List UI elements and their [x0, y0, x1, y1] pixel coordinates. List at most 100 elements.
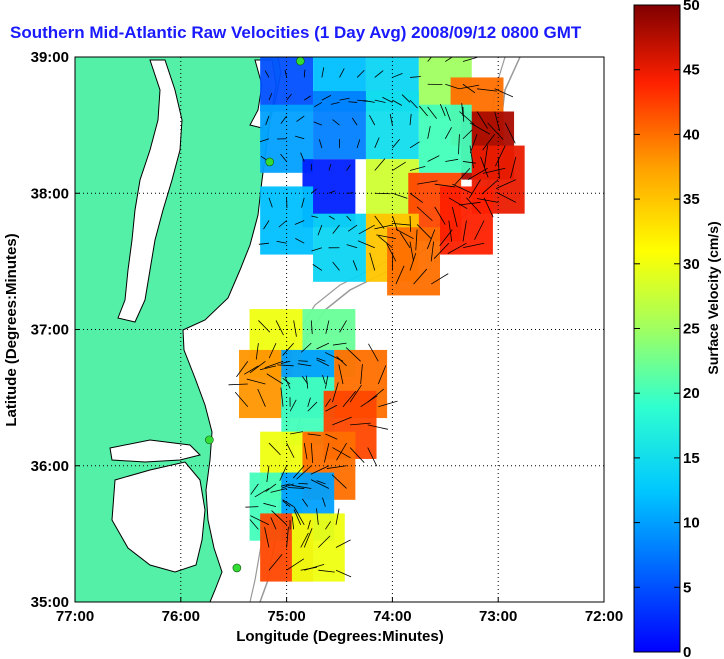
- velocity-arrow: [244, 365, 259, 375]
- velocity-arrow: [427, 57, 432, 62]
- velocity-arrow: [307, 520, 311, 530]
- velocity-arrow: [266, 465, 270, 483]
- colorbar-tick-label: 25: [683, 321, 700, 338]
- velocity-arrow: [310, 465, 330, 475]
- velocity-arrow: [459, 84, 480, 90]
- velocity-arrow: [295, 238, 305, 244]
- velocity-arrow: [417, 180, 438, 185]
- velocity-arrow: [368, 343, 379, 362]
- velocity-arrow: [294, 220, 305, 225]
- velocity-arrow: [268, 342, 277, 359]
- velocity-arrow: [300, 152, 305, 162]
- velocity-arrow: [293, 506, 305, 525]
- station-marker: [265, 157, 274, 167]
- velocity-arrow: [480, 156, 489, 178]
- station-markers: [205, 57, 305, 573]
- velocity-arrow: [280, 387, 284, 407]
- colorbar-tick-label: 10: [683, 515, 700, 532]
- velocity-arrow: [345, 347, 361, 362]
- colorbar-tick-label: 0: [683, 644, 691, 659]
- velocity-arrow: [369, 115, 376, 126]
- velocity-arrow: [427, 155, 440, 162]
- velocity-arrow: [280, 483, 291, 487]
- velocity-arrow: [250, 483, 259, 495]
- velocity-arrow: [321, 95, 332, 101]
- velocity-arrow: [346, 244, 358, 249]
- velocity-arrow: [416, 224, 432, 239]
- velocity-arrow: [434, 183, 456, 188]
- colorbar-gradient: [633, 4, 681, 653]
- station-marker: [232, 563, 242, 573]
- x-tick-label: 77:00: [56, 608, 94, 625]
- velocity-arrow: [268, 92, 273, 101]
- velocity-arrow: [468, 179, 481, 199]
- velocity-arrow: [310, 443, 314, 464]
- velocity-arrow: [236, 361, 249, 378]
- velocity-arrow: [399, 232, 411, 248]
- velocity-arrow: [395, 228, 414, 240]
- velocity-arrow: [452, 183, 472, 194]
- velocity-arrow: [349, 447, 365, 463]
- velocity-arrow: [303, 69, 306, 78]
- velocity-arrow: [476, 111, 488, 129]
- velocity-arrow: [462, 220, 467, 242]
- velocity-arrow: [301, 197, 305, 208]
- velocity-arrow: [300, 566, 318, 571]
- velocity-arrow: [374, 224, 393, 230]
- velocity-arrow: [316, 480, 326, 485]
- velocity-arrow: [350, 422, 371, 426]
- velocity-arrow: [259, 138, 270, 143]
- velocity-arrow: [304, 95, 311, 101]
- velocity-arrow: [462, 129, 473, 140]
- velocity-arrow: [391, 222, 411, 226]
- velocity-arrow: [290, 431, 303, 435]
- velocity-arrow: [430, 241, 435, 262]
- velocity-arrow: [315, 47, 322, 55]
- station-marker: [205, 435, 214, 445]
- velocity-arrow: [469, 134, 478, 154]
- velocity-arrow: [386, 243, 397, 262]
- velocity-arrow: [293, 509, 302, 525]
- velocity-arrow: [462, 161, 476, 164]
- velocity-arrow: [415, 229, 418, 251]
- velocity-arrow: [325, 521, 331, 530]
- velocity-arrow: [284, 376, 291, 389]
- velocity-arrow: [330, 102, 340, 105]
- velocity-arrow: [266, 373, 284, 385]
- velocity-arrow: [504, 122, 516, 144]
- colorbar-tick-label: 35: [683, 191, 700, 208]
- x-axis: 77:00 76:00 75:00 74:00 73:00 72:00: [56, 597, 623, 625]
- velocity-arrow: [278, 220, 287, 228]
- velocity-arrow: [317, 224, 323, 236]
- velocity-arrow: [321, 67, 325, 78]
- velocity-arrow: [378, 235, 393, 249]
- chesapeake-bay: [117, 59, 183, 323]
- velocity-arrow: [466, 197, 482, 214]
- velocity-arrow: [280, 51, 287, 54]
- velocity-arrow: [258, 242, 270, 245]
- velocity-arrow: [374, 192, 391, 195]
- velocity-arrow: [427, 125, 431, 139]
- velocity-arrow: [482, 133, 495, 151]
- velocity-arrow: [305, 375, 309, 389]
- colorbar-tick-label: 15: [683, 450, 700, 467]
- velocity-arrow: [293, 320, 297, 337]
- velocity-arrow: [374, 137, 380, 148]
- velocity-arrow: [331, 474, 347, 489]
- velocity-arrow: [250, 515, 270, 526]
- chart-title: Southern Mid-Atlantic Raw Velocities (1 …: [10, 23, 582, 42]
- velocity-arrow: [282, 342, 294, 356]
- velocity-arrow: [510, 156, 517, 179]
- velocity-arrow: [476, 88, 497, 92]
- velocity-arrow: [356, 45, 357, 55]
- colorbar-ticks: 0 5 10 15 20 25 30 35 40 45 50: [634, 0, 700, 659]
- velocity-arrow: [313, 121, 323, 126]
- velocity-arrow: [352, 260, 358, 271]
- velocity-arrow: [481, 179, 499, 195]
- velocity-arrow: [314, 102, 323, 108]
- velocity-arrow: [296, 465, 312, 480]
- y-tick-label: 35:00: [31, 594, 69, 611]
- velocity-arrow: [265, 483, 277, 493]
- velocity-arrow: [462, 106, 465, 122]
